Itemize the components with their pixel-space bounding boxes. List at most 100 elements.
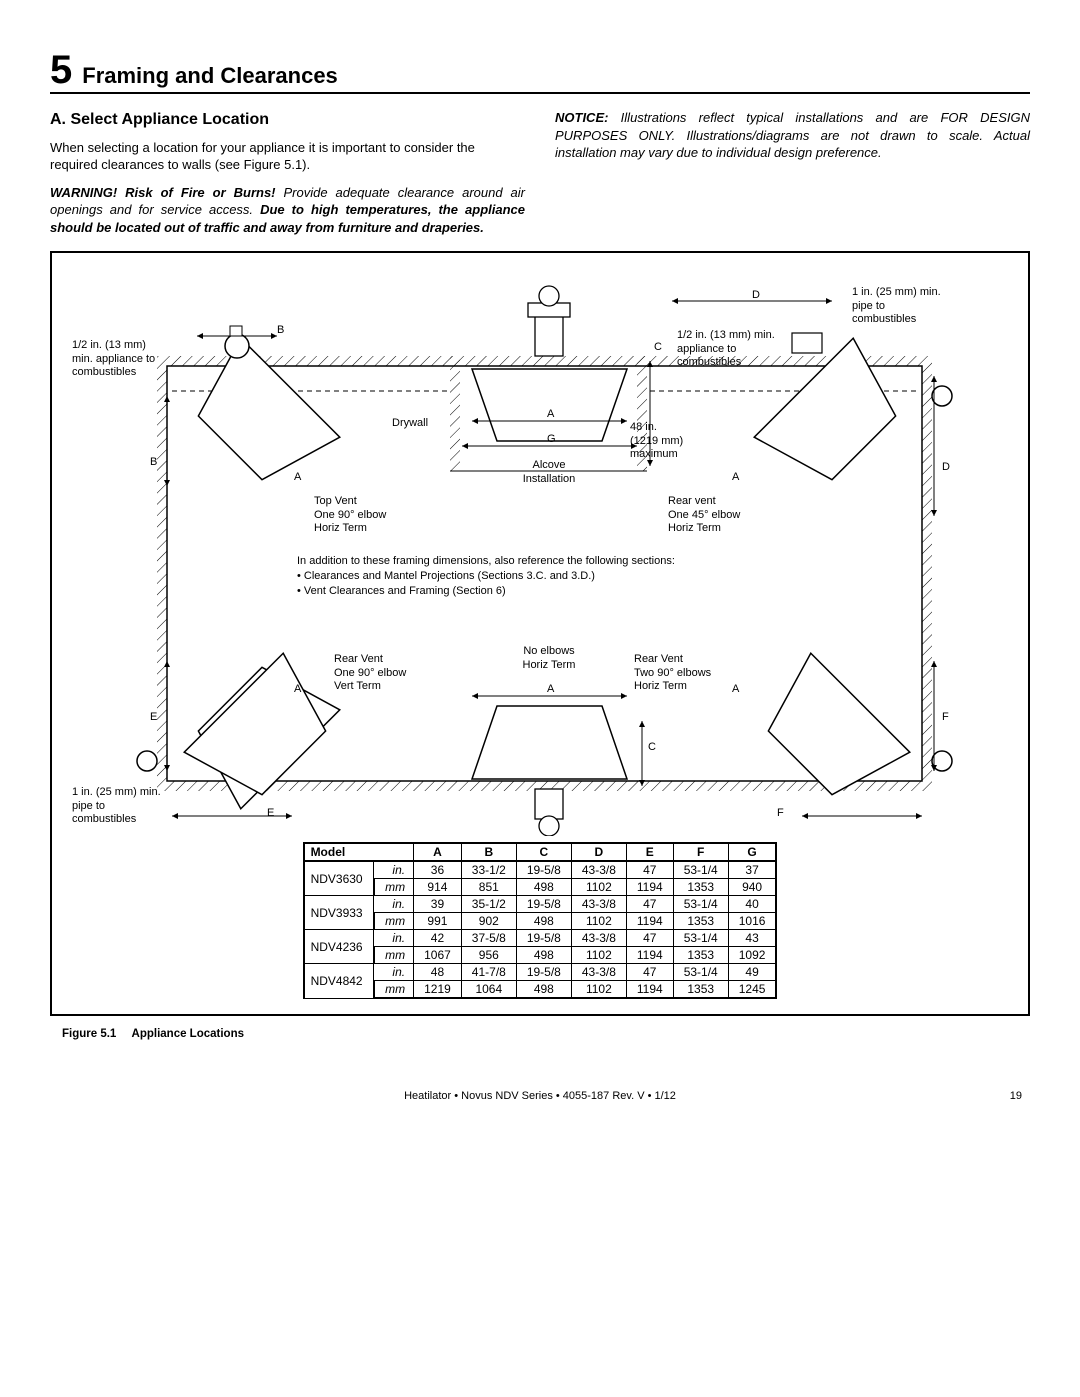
notice-body: Illustrations reflect typical installati… [555, 110, 1030, 160]
section-title: Framing and Clearances [82, 63, 338, 89]
col-F: F [673, 843, 728, 861]
rear-vent90v-label: Rear Vent One 90° elbow Vert Term [334, 653, 406, 693]
cell-value: 498 [516, 879, 571, 896]
cell-value: 47 [626, 861, 673, 879]
rv90-2: One 90° elbow [334, 667, 406, 679]
cell-model: NDV3933 [304, 896, 374, 930]
dim-A-br: A [732, 683, 739, 696]
cell-value: 19-5/8 [516, 896, 571, 913]
note-head: In addition to these framing dimensions,… [297, 554, 727, 569]
dim-B-top: B [277, 324, 284, 337]
diagram-svg [72, 261, 1012, 836]
cell-model: NDV4236 [304, 930, 374, 964]
dim-E-left: E [150, 711, 157, 724]
table-row: mm914851498110211941353940 [304, 879, 777, 896]
col-E: E [626, 843, 673, 861]
cell-value: 41-7/8 [461, 964, 516, 981]
table-row: NDV4236in.4237-5/819-5/843-3/84753-1/443 [304, 930, 777, 947]
subsection-body: When selecting a location for your appli… [50, 139, 525, 174]
cell-unit: mm [374, 913, 414, 930]
section-number: 5 [50, 50, 72, 90]
cell-value: 43 [728, 930, 776, 947]
cell-value: 53-1/4 [673, 896, 728, 913]
table-header-row: Model A B C D E F G [304, 843, 777, 861]
dim-F-bot: F [777, 807, 784, 820]
footer-left [58, 1090, 98, 1102]
dim-G: G [547, 433, 556, 446]
cell-value: 48 [414, 964, 462, 981]
cell-value: 991 [414, 913, 462, 930]
cell-value: 1102 [571, 981, 626, 999]
tv1: Top Vent [314, 495, 357, 507]
rvT1: Rear Vent [634, 653, 683, 665]
cell-value: 1194 [626, 947, 673, 964]
cell-unit: in. [374, 964, 414, 981]
cell-value: 1353 [673, 981, 728, 999]
dim-A-tr: A [732, 471, 739, 484]
cell-model: NDV4842 [304, 964, 374, 999]
rear-vent45-label: Rear vent One 45° elbow Horiz Term [668, 495, 740, 535]
cell-value: 33-1/2 [461, 861, 516, 879]
cell-unit: in. [374, 861, 414, 879]
cell-value: 1102 [571, 947, 626, 964]
cell-model: NDV3630 [304, 861, 374, 896]
cell-value: 49 [728, 964, 776, 981]
alcove-1: Alcove [532, 459, 565, 471]
dimensions-table: Model A B C D E F G NDV3630in.3633-1/219… [303, 842, 778, 999]
rv45-1: Rear vent [668, 495, 716, 507]
alcove-2: Installation [523, 473, 576, 485]
note-left-top: 1/2 in. (13 mm) min. appliance to combus… [72, 339, 162, 379]
dim-E-bot: E [267, 807, 274, 820]
cell-value: 1194 [626, 981, 673, 999]
cell-value: 914 [414, 879, 462, 896]
cell-value: 1064 [461, 981, 516, 999]
right-column: NOTICE: Illustrations reflect typical in… [555, 109, 1030, 236]
figure-caption: Figure 5.1 Appliance Locations [50, 1028, 1030, 1040]
reference-note: In addition to these framing dimensions,… [297, 554, 727, 599]
col-B: B [461, 843, 516, 861]
dim-C-top: C [654, 341, 662, 354]
footer-page: 19 [982, 1090, 1022, 1102]
subsection-title: A. Select Appliance Location [50, 109, 525, 131]
note-left-bottom: 1 in. (25 mm) min. pipe to combustibles [72, 786, 162, 826]
col-C: C [516, 843, 571, 861]
cell-value: 35-1/2 [461, 896, 516, 913]
cell-value: 1353 [673, 947, 728, 964]
cell-value: 498 [516, 981, 571, 999]
cell-value: 1194 [626, 879, 673, 896]
dim-D-top: D [752, 289, 760, 302]
cell-value: 43-3/8 [571, 861, 626, 879]
cell-value: 19-5/8 [516, 930, 571, 947]
col-A: A [414, 843, 462, 861]
cell-value: 851 [461, 879, 516, 896]
cell-value: 43-3/8 [571, 964, 626, 981]
rv45-3: Horiz Term [668, 522, 721, 534]
rvT3: Horiz Term [634, 680, 687, 692]
cell-value: 37 [728, 861, 776, 879]
diagram: 1/2 in. (13 mm) min. appliance to combus… [72, 261, 1012, 836]
rv90-1: Rear Vent [334, 653, 383, 665]
max48-3: maximum [630, 448, 678, 460]
dim-A-botc: A [547, 683, 554, 696]
intro-columns: A. Select Appliance Location When select… [50, 109, 1030, 236]
cell-unit: in. [374, 930, 414, 947]
cell-value: 43-3/8 [571, 930, 626, 947]
figure-title: Appliance Locations [132, 1028, 244, 1040]
page-footer: Heatilator • Novus NDV Series • 4055-187… [50, 1090, 1030, 1102]
table-row: mm121910644981102119413531245 [304, 981, 777, 999]
cell-value: 19-5/8 [516, 861, 571, 879]
cell-value: 1092 [728, 947, 776, 964]
section-header: 5 Framing and Clearances [50, 50, 1030, 94]
table-row: mm10679564981102119413531092 [304, 947, 777, 964]
drywall-label: Drywall [392, 417, 428, 430]
cell-value: 40 [728, 896, 776, 913]
cell-value: 39 [414, 896, 462, 913]
cell-value: 1245 [728, 981, 776, 999]
warning-label: WARNING! Risk of Fire or Burns! [50, 185, 276, 200]
cell-unit: mm [374, 879, 414, 896]
cell-value: 43-3/8 [571, 896, 626, 913]
cell-value: 37-5/8 [461, 930, 516, 947]
left-column: A. Select Appliance Location When select… [50, 109, 525, 236]
cell-value: 902 [461, 913, 516, 930]
cell-value: 53-1/4 [673, 861, 728, 879]
